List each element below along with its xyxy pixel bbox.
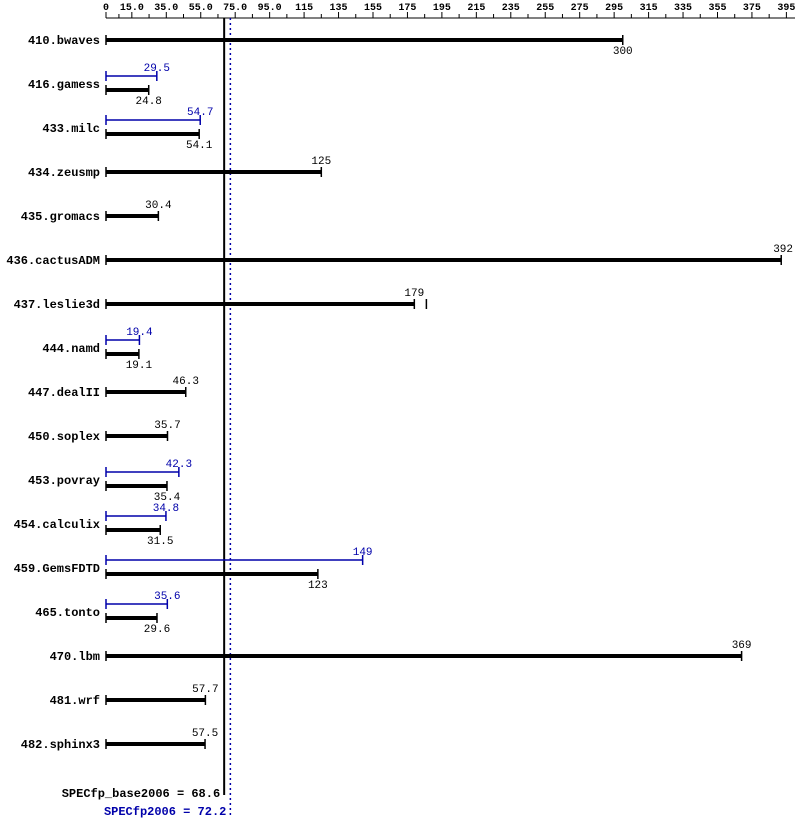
axis-label: 135 bbox=[330, 3, 348, 14]
base-value-label: 24.8 bbox=[136, 96, 162, 108]
axis-label: 295 bbox=[605, 3, 623, 14]
base-value-label: 123 bbox=[308, 580, 328, 592]
base-value-label: 35.7 bbox=[154, 420, 180, 432]
base-value-label: 57.7 bbox=[192, 684, 218, 696]
benchmark-label: 410.bwaves bbox=[28, 34, 100, 48]
axis-label: 375 bbox=[743, 3, 761, 14]
benchmark-label: 435.gromacs bbox=[21, 210, 100, 224]
benchmark-label: 436.cactusADM bbox=[6, 254, 100, 268]
axis-label: 335 bbox=[674, 3, 692, 14]
benchmark-label: 459.GemsFDTD bbox=[14, 562, 100, 576]
benchmark-label: 482.sphinx3 bbox=[21, 738, 100, 752]
axis-label: 35.0 bbox=[154, 3, 178, 14]
benchmark-label: 481.wrf bbox=[50, 694, 100, 708]
benchmark-label: 444.namd bbox=[42, 342, 100, 356]
benchmark-label: 454.calculix bbox=[14, 518, 100, 532]
axis-label: 75.0 bbox=[223, 3, 247, 14]
summary-peak-label: SPECfp2006 = 72.2 bbox=[104, 805, 226, 819]
axis-label: 195 bbox=[433, 3, 451, 14]
axis-label: 315 bbox=[640, 3, 658, 14]
peak-value-label: 29.5 bbox=[144, 63, 170, 75]
base-value-label: 179 bbox=[404, 288, 424, 300]
axis-label: 0 bbox=[103, 3, 109, 14]
axis-label: 235 bbox=[502, 3, 520, 14]
benchmark-label: 416.gamess bbox=[28, 78, 100, 92]
benchmark-label: 437.leslie3d bbox=[14, 298, 100, 312]
benchmark-label: 465.tonto bbox=[35, 606, 100, 620]
base-value-label: 369 bbox=[732, 640, 752, 652]
axis-label: 55.0 bbox=[189, 3, 213, 14]
benchmark-label: 470.lbm bbox=[50, 650, 100, 664]
benchmark-label: 433.milc bbox=[42, 122, 100, 136]
specfp-chart: 0 15.0 35.0 55.0 75.0 95.0 115 135 155 175 195 215 2… bbox=[0, 0, 799, 831]
benchmark-label: 447.dealII bbox=[28, 386, 100, 400]
benchmark-label: 434.zeusmp bbox=[28, 166, 100, 180]
axis-label: 95.0 bbox=[258, 3, 282, 14]
axis-label: 355 bbox=[708, 3, 726, 14]
axis-label: 115 bbox=[295, 3, 313, 14]
peak-value-label: 19.4 bbox=[126, 327, 153, 339]
base-value-label: 31.5 bbox=[147, 536, 173, 548]
peak-value-label: 149 bbox=[353, 547, 373, 559]
axis-label: 395 bbox=[777, 3, 795, 14]
summary-base-label: SPECfp_base2006 = 68.6 bbox=[62, 787, 220, 801]
axis-label: 15.0 bbox=[120, 3, 144, 14]
base-value-label: 57.5 bbox=[192, 728, 218, 740]
benchmark-label: 453.povray bbox=[28, 474, 100, 488]
axis-label: 275 bbox=[571, 3, 589, 14]
base-value-label: 46.3 bbox=[173, 376, 199, 388]
axis-label: 255 bbox=[536, 3, 554, 14]
peak-value-label: 54.7 bbox=[187, 107, 213, 119]
base-value-label: 29.6 bbox=[144, 624, 170, 636]
base-value-label: 19.1 bbox=[126, 360, 153, 372]
peak-value-label: 35.6 bbox=[154, 591, 180, 603]
base-value-label: 392 bbox=[773, 244, 793, 256]
axis-label: 175 bbox=[398, 3, 416, 14]
peak-value-label: 34.8 bbox=[153, 503, 179, 515]
axis-label: 155 bbox=[364, 3, 382, 14]
axis-label: 215 bbox=[467, 3, 485, 14]
peak-value-label: 42.3 bbox=[166, 459, 192, 471]
benchmark-label: 450.soplex bbox=[28, 430, 100, 444]
base-value-label: 54.1 bbox=[186, 140, 213, 152]
base-value-label: 30.4 bbox=[145, 200, 172, 212]
base-value-label: 125 bbox=[311, 156, 331, 168]
base-value-label: 300 bbox=[613, 46, 633, 58]
